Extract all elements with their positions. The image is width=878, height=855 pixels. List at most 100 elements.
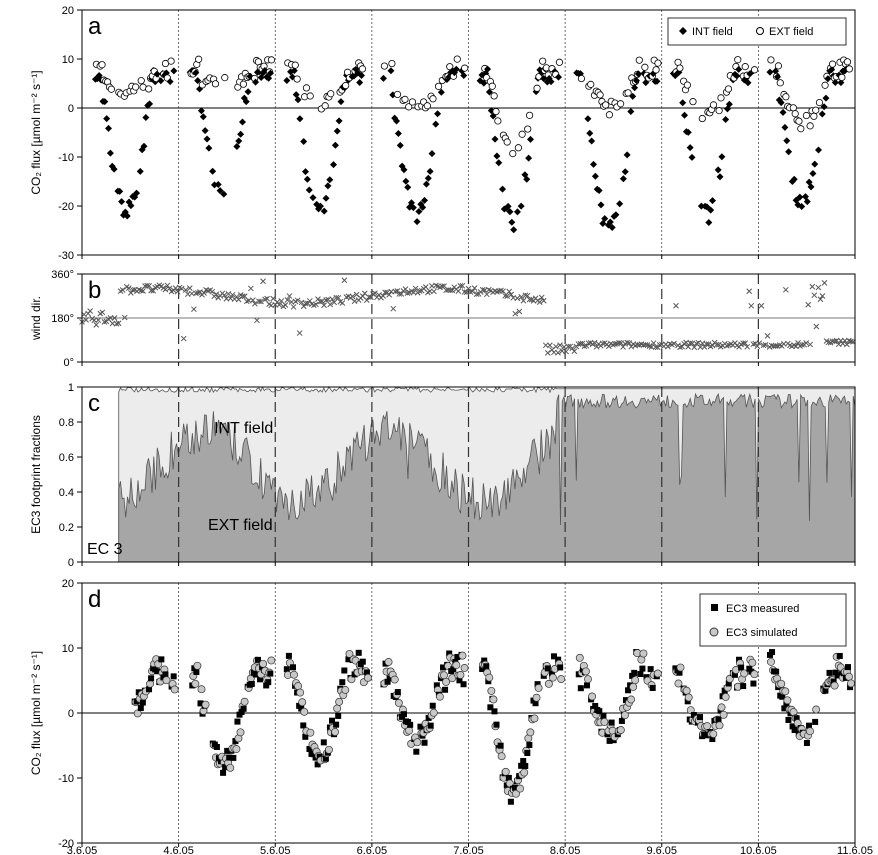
- ec3-measured-point: [592, 702, 599, 709]
- wind-dir-point: [795, 340, 801, 346]
- wind-dir-point: [412, 285, 419, 292]
- wind-dir-point: [642, 341, 649, 348]
- ec3-measured-point: [608, 719, 615, 726]
- wind-dir-point: [125, 285, 132, 291]
- ec3-measured-point: [532, 700, 539, 707]
- int-field-point: [523, 175, 531, 183]
- int-field-point: [266, 69, 274, 77]
- ext-field-point: [461, 64, 469, 72]
- int-field-point: [424, 174, 432, 182]
- y-tick-label: 10: [62, 54, 74, 66]
- y-tick-label: 20: [62, 5, 74, 17]
- int-field-point: [316, 202, 324, 210]
- ec3-measured-point: [491, 708, 498, 715]
- int-field-point: [358, 71, 366, 79]
- int-field-point: [419, 203, 427, 211]
- int-field-point: [480, 79, 488, 87]
- ext-field-point: [494, 117, 502, 125]
- wind-dir-point: [111, 315, 118, 321]
- wind-dir-point: [538, 294, 545, 301]
- wind-dir-point: [844, 341, 850, 348]
- ext-field-point: [401, 95, 409, 104]
- y-axis-label: wind dir.: [29, 296, 43, 341]
- legend-label-simulated: EC3 simulated: [726, 627, 798, 639]
- ec3-measured-point: [329, 717, 336, 724]
- int-field-point: [422, 180, 430, 188]
- legend-marker-simulated: [709, 627, 719, 637]
- int-field-point: [595, 186, 603, 194]
- ext-field-point: [791, 110, 799, 118]
- ec3-measured-point: [339, 679, 346, 686]
- ec3-measured-point: [507, 798, 514, 805]
- wind-dir-point: [339, 300, 346, 306]
- wind-dir-point: [691, 344, 698, 351]
- ec3-simulated-point: [294, 682, 303, 691]
- int-field-point: [387, 67, 395, 75]
- int-field-point: [324, 182, 332, 190]
- ext-field-point: [602, 101, 610, 109]
- int-field-point: [779, 108, 787, 116]
- ec3-measured-point: [544, 665, 551, 672]
- ext-field-point: [724, 85, 733, 93]
- wind-dir-point: [518, 294, 525, 300]
- ec3-simulated-point: [405, 726, 414, 735]
- x-tick-label: 8.6.05: [550, 845, 581, 855]
- ext-field-point: [782, 93, 790, 101]
- ec3-simulated-point: [781, 687, 790, 696]
- ec3-simulated-point: [627, 695, 636, 704]
- wind-dir-point: [260, 278, 266, 285]
- ec3-simulated-point: [812, 705, 821, 714]
- int-field-point: [809, 170, 817, 178]
- wind-dir-point: [282, 302, 289, 308]
- wind-dir-point: [341, 277, 348, 284]
- ec3-measured-point: [497, 742, 504, 749]
- ec3-measured-point: [639, 665, 646, 672]
- int-field-point: [684, 128, 692, 136]
- ec3-simulated-point: [767, 657, 775, 666]
- wind-dir-point: [821, 280, 828, 286]
- ec3-simulated-point: [512, 789, 520, 798]
- wind-dir-point: [148, 287, 155, 294]
- ec3-measured-point: [555, 656, 562, 663]
- int-field-point: [504, 202, 512, 210]
- ec3-measured-point: [240, 705, 247, 712]
- int-field-point: [601, 215, 609, 223]
- wind-dir-point: [664, 343, 671, 350]
- ec3-measured-point: [154, 668, 161, 675]
- ext-field-point: [596, 91, 604, 99]
- int-field-point: [781, 123, 789, 131]
- wind-dir-point: [319, 298, 325, 305]
- ec3-measured-point: [505, 774, 512, 781]
- wind-dir-point: [461, 289, 468, 295]
- ec3-measured-point: [606, 737, 613, 744]
- int-field-point: [452, 65, 460, 73]
- ec3-simulated-point: [232, 745, 241, 754]
- int-field-point: [822, 94, 830, 102]
- ec3-measured-point: [224, 747, 231, 754]
- wind-dir-point: [331, 299, 338, 306]
- int-field-point: [322, 194, 330, 202]
- wind-dir-point: [799, 341, 805, 348]
- ext-field-point: [132, 83, 140, 91]
- wind-dir-point: [612, 341, 618, 347]
- ec3-simulated-point: [394, 699, 403, 707]
- panel-b: 360° 180° 0° wind dir. b: [29, 269, 856, 369]
- ext-field-point: [676, 64, 684, 72]
- ec3-measured-point: [791, 727, 798, 734]
- ec3-measured-point: [518, 762, 525, 769]
- wind-dir-point: [422, 284, 429, 290]
- wind-dir-point: [473, 291, 480, 297]
- ec3-measured-point: [146, 686, 153, 693]
- ec3-measured-point: [647, 666, 654, 673]
- y-tick-label: -20: [58, 201, 74, 213]
- wind-dir-point: [813, 323, 820, 330]
- ec3-measured-point: [781, 705, 788, 712]
- wind-dir-point: [819, 293, 826, 299]
- int-field-point: [326, 176, 334, 184]
- int-field-point: [396, 141, 404, 149]
- legend-label-measured: EC3 measured: [726, 603, 799, 615]
- int-field-point: [508, 218, 516, 226]
- ec3-measured-point: [148, 675, 155, 682]
- ec3-simulated-point: [429, 708, 438, 717]
- ec3-simulated-point: [750, 670, 759, 679]
